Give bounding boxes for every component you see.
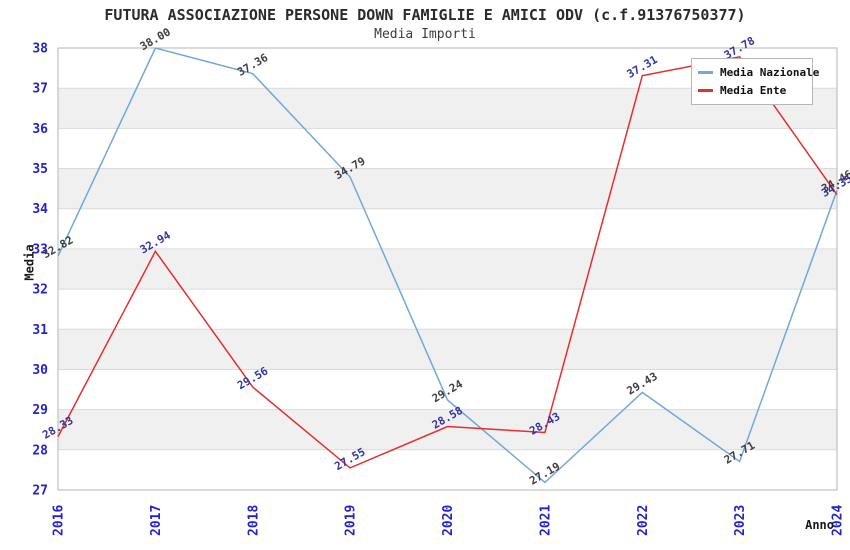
x-tick-label: 2016 bbox=[52, 505, 67, 536]
x-tick-label: 2018 bbox=[246, 505, 261, 536]
y-tick-label: 38 bbox=[32, 42, 48, 57]
x-tick-label: 2022 bbox=[636, 505, 651, 536]
legend-label-media-nazionale: Media Nazionale bbox=[720, 65, 820, 79]
chart-subtitle: Media Importi bbox=[374, 27, 476, 42]
value-label: 27.19 bbox=[527, 460, 562, 488]
alt-band bbox=[58, 409, 837, 450]
y-axis-title: Media bbox=[22, 244, 37, 281]
x-tick-label: 2019 bbox=[344, 505, 359, 536]
legend-item-media-ente: Media Ente bbox=[698, 81, 806, 99]
y-tick-label: 28 bbox=[32, 443, 48, 458]
y-tick-label: 30 bbox=[32, 363, 48, 378]
y-tick-label: 34 bbox=[32, 202, 48, 217]
y-tick-label: 35 bbox=[32, 162, 48, 177]
legend-item-media-nazionale: Media Nazionale bbox=[698, 63, 819, 81]
alt-band bbox=[58, 329, 837, 370]
alt-band bbox=[58, 248, 837, 290]
x-tick-label: 2020 bbox=[441, 505, 456, 536]
chart-title: FUTURA ASSOCIAZIONE PERSONE DOWN FAMIGLI… bbox=[104, 6, 746, 24]
x-tick-label: 2023 bbox=[733, 505, 748, 536]
y-tick-label: 37 bbox=[32, 82, 48, 97]
y-tick-label: 36 bbox=[32, 122, 48, 137]
legend: Media Nazionale Media Ente bbox=[691, 58, 819, 105]
y-tick-label: 27 bbox=[32, 484, 48, 499]
line-media-nazionale bbox=[57, 47, 838, 484]
media-nazionale-line-swatch bbox=[698, 70, 713, 74]
x-tick-label: 2021 bbox=[538, 505, 553, 536]
x-tick-label: 2017 bbox=[149, 505, 164, 536]
x-tick-label: 2024 bbox=[831, 505, 846, 536]
y-tick-label: 31 bbox=[32, 323, 48, 338]
y-tick-label: 29 bbox=[32, 403, 48, 418]
media-ente-line-swatch bbox=[698, 88, 713, 92]
y-tick-label: 32 bbox=[32, 283, 48, 298]
y-tick-label: 33 bbox=[32, 242, 48, 257]
alt-band bbox=[58, 168, 837, 209]
legend-label-media-ente: Media Ente bbox=[720, 83, 787, 97]
plot-border bbox=[57, 47, 838, 491]
x-axis-title: Anno bbox=[805, 518, 834, 532]
